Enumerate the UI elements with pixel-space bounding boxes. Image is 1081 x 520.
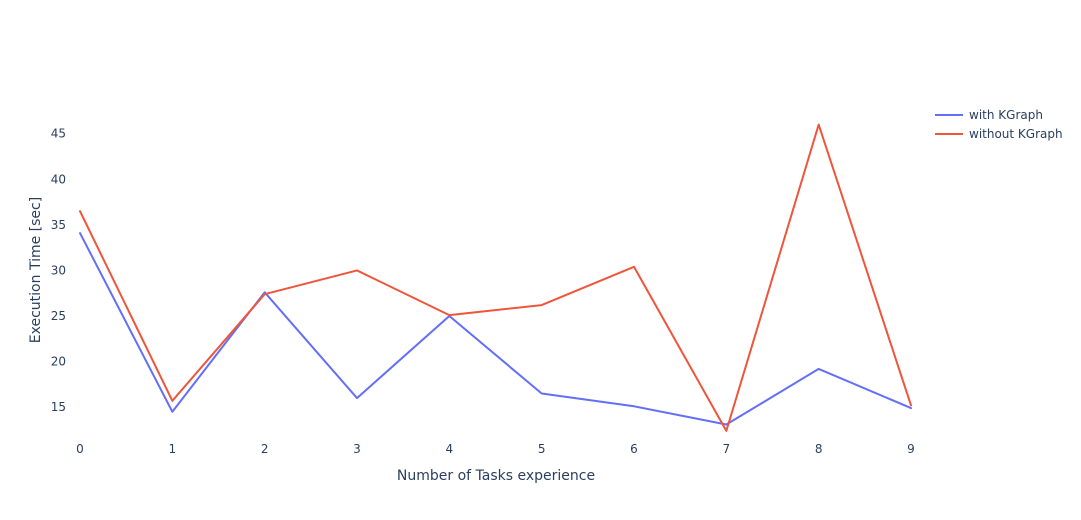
legend: with KGraph without KGraph: [935, 108, 1063, 141]
x-axis-ticks: 0 1 2 3 4 5 6 7 8 9: [76, 442, 915, 456]
x-axis-title: Number of Tasks experience: [397, 468, 595, 484]
x-tick-label: 8: [815, 442, 823, 456]
plot-area: [79, 123, 912, 432]
x-tick-label: 0: [76, 442, 84, 456]
series-line-1: [79, 232, 912, 426]
x-tick-label: 3: [353, 442, 361, 456]
x-tick-label: 6: [630, 442, 638, 456]
x-tick-label: 7: [723, 442, 731, 456]
x-tick-label: 9: [907, 442, 915, 456]
y-tick-label: 40: [51, 172, 66, 186]
x-tick-label: 4: [446, 442, 454, 456]
y-tick-label: 30: [51, 263, 66, 277]
series-line-2: [79, 123, 912, 432]
x-tick-label: 1: [169, 442, 177, 456]
x-tick-label: 2: [261, 442, 269, 456]
x-tick-label: 5: [538, 442, 546, 456]
legend-label: without KGraph: [969, 127, 1063, 141]
y-tick-label: 25: [51, 309, 66, 323]
y-axis-ticks: 15 20 25 30 35 40 45: [51, 127, 66, 414]
y-tick-label: 20: [51, 355, 66, 369]
y-tick-label: 45: [51, 127, 66, 141]
legend-label: with KGraph: [969, 108, 1043, 122]
y-tick-label: 35: [51, 218, 66, 232]
y-tick-label: 15: [51, 400, 66, 414]
y-axis-title: Execution Time [sec]: [28, 197, 44, 343]
